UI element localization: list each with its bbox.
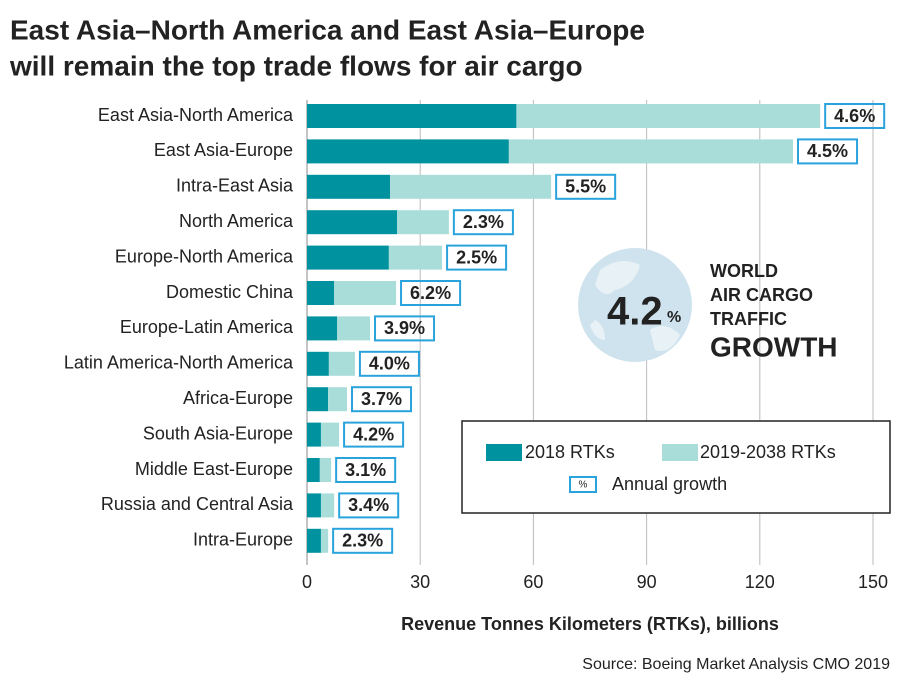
bar-segment: [307, 174, 391, 199]
x-tick-label: 150: [858, 572, 888, 592]
growth-box: [400, 280, 462, 306]
growth-box: [350, 386, 413, 413]
y-tick-label: Russia and Central Asia: [101, 494, 294, 514]
bar-segment: [388, 245, 443, 270]
bar-segment: [328, 351, 355, 376]
growth-box: [374, 315, 436, 342]
bar-segment: [307, 139, 509, 164]
bar-segment: [307, 387, 329, 412]
legend-growth-box: [569, 476, 597, 493]
bar-segment: [320, 528, 329, 553]
x-axis-label: Revenue Tonnes Kilometers (RTKs), billio…: [401, 614, 779, 634]
bar-segment: [307, 281, 335, 305]
bar-segment: [320, 422, 340, 447]
legend-label: 2018 RTKs: [525, 442, 615, 462]
y-tick-label: Africa-Europe: [183, 388, 293, 408]
y-tick-label: Intra-Europe: [193, 530, 293, 550]
bar-segment: [508, 139, 794, 164]
bar-segment: [328, 387, 347, 412]
growth-box: [824, 103, 886, 129]
bar-segment: [307, 528, 321, 553]
growth-box: [446, 244, 508, 271]
growth-box: [358, 350, 420, 377]
x-tick-label: 120: [745, 572, 775, 592]
bar-segment: [307, 493, 321, 518]
bar-segment: [516, 104, 821, 128]
growth-label: 2.3%: [342, 531, 383, 551]
growth-label: 2.5%: [456, 247, 497, 267]
y-tick-label: Middle East-Europe: [135, 459, 293, 479]
chart-title: will remain the top trade flows for air …: [9, 50, 583, 81]
source: Source: Boeing Market Analysis CMO 2019: [582, 656, 890, 673]
growth-label: 2.3%: [463, 212, 504, 232]
x-tick-label: 0: [302, 572, 312, 592]
growth-label: 3.1%: [345, 460, 386, 480]
bar-segment: [307, 104, 517, 128]
bar-segment: [320, 493, 335, 518]
growth-label: 3.9%: [384, 318, 425, 338]
y-tick-label: Europe-Latin America: [120, 317, 294, 337]
growth-label: 4.5%: [807, 141, 848, 161]
growth-label: 5.5%: [565, 177, 606, 197]
growth-box: [338, 492, 400, 519]
x-tick-label: 30: [410, 572, 430, 592]
legend-growth-symbol: %: [579, 480, 588, 491]
growth-label: 3.4%: [348, 495, 389, 515]
growth-label: 4.2%: [353, 424, 394, 444]
bar-segment: [307, 458, 320, 482]
growth-box: [452, 209, 514, 236]
y-tick-label: Intra-East Asia: [176, 176, 294, 196]
bar-segment: [307, 351, 329, 376]
bar-segment: [307, 245, 389, 270]
legend-label: 2019-2038 RTKs: [700, 442, 836, 462]
growth-box: [332, 527, 394, 554]
chart-title: East Asia–North America and East Asia–Eu…: [10, 14, 645, 45]
growth-label: 6.2%: [410, 283, 451, 303]
bar-segment: [307, 210, 398, 235]
x-tick-label: 60: [523, 572, 543, 592]
callout-text: WORLD: [710, 261, 778, 281]
x-tick-label: 90: [637, 572, 657, 592]
y-tick-label: East Asia-North America: [98, 105, 294, 125]
bar-segment: [334, 281, 397, 305]
y-tick-label: East Asia-Europe: [154, 140, 293, 160]
y-tick-label: Europe-North America: [115, 246, 294, 266]
growth-label: 3.7%: [361, 389, 402, 409]
growth-box: [797, 138, 859, 165]
bar-segment: [397, 210, 449, 235]
bar-segment: [307, 316, 338, 341]
callout-unit: %: [667, 309, 681, 326]
growth-box: [335, 457, 397, 483]
growth-box: [555, 173, 617, 200]
legend-label: Annual growth: [612, 474, 727, 494]
y-tick-label: Domestic China: [166, 282, 294, 302]
callout-text: GROWTH: [710, 331, 838, 362]
callout-text: AIR CARGO: [710, 285, 813, 305]
globe: [578, 248, 692, 362]
y-tick-label: South Asia-Europe: [143, 423, 293, 443]
bar-segment: [337, 316, 371, 341]
y-tick-label: North America: [179, 211, 294, 231]
legend-box: [461, 420, 891, 514]
callout-text: TRAFFIC: [710, 309, 787, 329]
callout-value: 4.2: [607, 290, 663, 334]
growth-box: [343, 421, 405, 448]
bar-segment: [307, 422, 321, 447]
bar-segment: [390, 174, 552, 199]
growth-label: 4.0%: [369, 354, 410, 374]
y-tick-label: Latin America-North America: [64, 353, 294, 373]
legend-swatch: [662, 444, 698, 461]
growth-label: 4.6%: [834, 106, 875, 126]
bar-segment: [319, 458, 332, 482]
legend-swatch: [486, 444, 522, 461]
